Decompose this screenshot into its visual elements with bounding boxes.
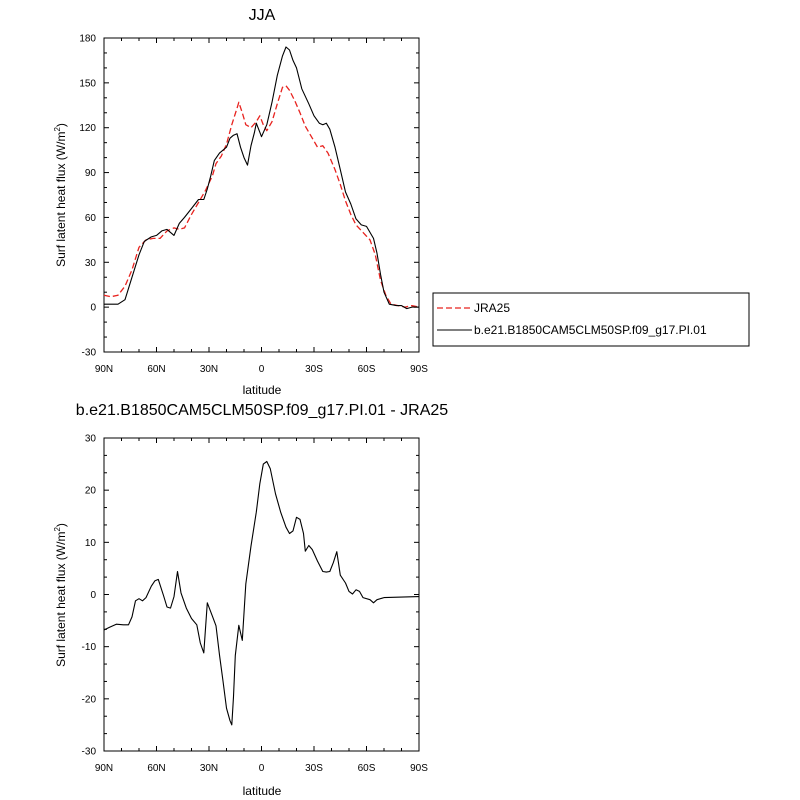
bottom-plot-frame bbox=[103, 437, 420, 752]
top-x-tick-label: 0 bbox=[259, 364, 265, 375]
top-legend: JRA25 b.e21.B1850CAM5CLM50SP.f09_g17.PI.… bbox=[432, 292, 750, 347]
bottom-x-tick-label: 90N bbox=[95, 763, 113, 774]
top-y-tick-label: 120 bbox=[79, 123, 96, 134]
legend-label-model: b.e21.B1850CAM5CLM50SP.f09_g17.PI.01 bbox=[474, 323, 707, 337]
top-axes-ticks: -30 0 30 60 90 120 150 180 90N 60N 30N 0 30S 60S 90S bbox=[79, 34, 428, 376]
top-series-lines bbox=[103, 46, 420, 310]
bottom-y-axis-title: Surf latent heat flux (W/m2) bbox=[53, 523, 68, 667]
bottom-y-axis-title-sup: 2 bbox=[53, 527, 62, 532]
top-y-tick-label: 30 bbox=[85, 258, 97, 269]
bottom-series-line-0 bbox=[103, 460, 420, 726]
top-panel-title: JJA bbox=[249, 7, 276, 24]
bottom-y-tick-label: 30 bbox=[85, 434, 97, 445]
top-y-tick-label: 60 bbox=[85, 213, 97, 224]
top-y-tick-label: 150 bbox=[79, 78, 96, 89]
top-y-tick-label: 90 bbox=[85, 168, 97, 179]
bottom-y-tick-label: 0 bbox=[90, 590, 96, 601]
bottom-series-lines bbox=[103, 460, 420, 726]
bottom-y-tick-label: -10 bbox=[82, 642, 97, 653]
top-series-line-0 bbox=[103, 85, 420, 308]
top-y-tick-label: -30 bbox=[82, 348, 97, 359]
bottom-axes-ticks: -30 -20 -10 0 10 20 30 90N 60N 30N 0 30S 60S 90S bbox=[82, 434, 429, 775]
bottom-y-tick-label: -30 bbox=[82, 747, 97, 758]
top-x-tick-label: 60S bbox=[358, 364, 376, 375]
top-x-axis-title: latitude bbox=[243, 383, 282, 397]
top-x-tick-label: 90N bbox=[95, 364, 113, 375]
bottom-y-tick-label: -20 bbox=[82, 694, 97, 705]
bottom-x-axis-title: latitude bbox=[243, 784, 282, 798]
bottom-panel-title: b.e21.B1850CAM5CLM50SP.f09_g17.PI.01 - J… bbox=[76, 402, 448, 419]
top-panel: JJA -30 0 30 60 90 120 150 180 90N 60N 30N 0 30S 60S 9… bbox=[53, 7, 428, 397]
bottom-y-tick-label: 10 bbox=[85, 538, 97, 549]
top-x-tick-label: 30S bbox=[305, 364, 323, 375]
bottom-x-tick-label: 60N bbox=[147, 763, 165, 774]
top-y-axis-title: Surf latent heat flux (W/m2) bbox=[53, 123, 68, 267]
top-plot-frame bbox=[103, 37, 420, 353]
legend-label-jra25: JRA25 bbox=[474, 301, 510, 315]
bottom-x-tick-label: 30S bbox=[305, 763, 323, 774]
bottom-y-tick-label: 20 bbox=[85, 486, 97, 497]
legend-box bbox=[432, 292, 750, 347]
top-y-axis-title-sup: 2 bbox=[53, 127, 62, 132]
top-x-tick-label: 90S bbox=[410, 364, 428, 375]
top-x-tick-label: 30N bbox=[200, 364, 218, 375]
bottom-x-tick-label: 90S bbox=[410, 763, 428, 774]
top-x-tick-label: 60N bbox=[147, 364, 165, 375]
bottom-x-tick-label: 60S bbox=[358, 763, 376, 774]
top-y-tick-label: 180 bbox=[79, 34, 96, 45]
bottom-x-tick-label: 0 bbox=[259, 763, 265, 774]
top-series-line-1 bbox=[104, 46, 419, 310]
top-y-tick-label: 0 bbox=[90, 303, 96, 314]
bottom-panel: b.e21.B1850CAM5CLM50SP.f09_g17.PI.01 - J… bbox=[53, 402, 448, 798]
bottom-x-tick-label: 30N bbox=[200, 763, 218, 774]
